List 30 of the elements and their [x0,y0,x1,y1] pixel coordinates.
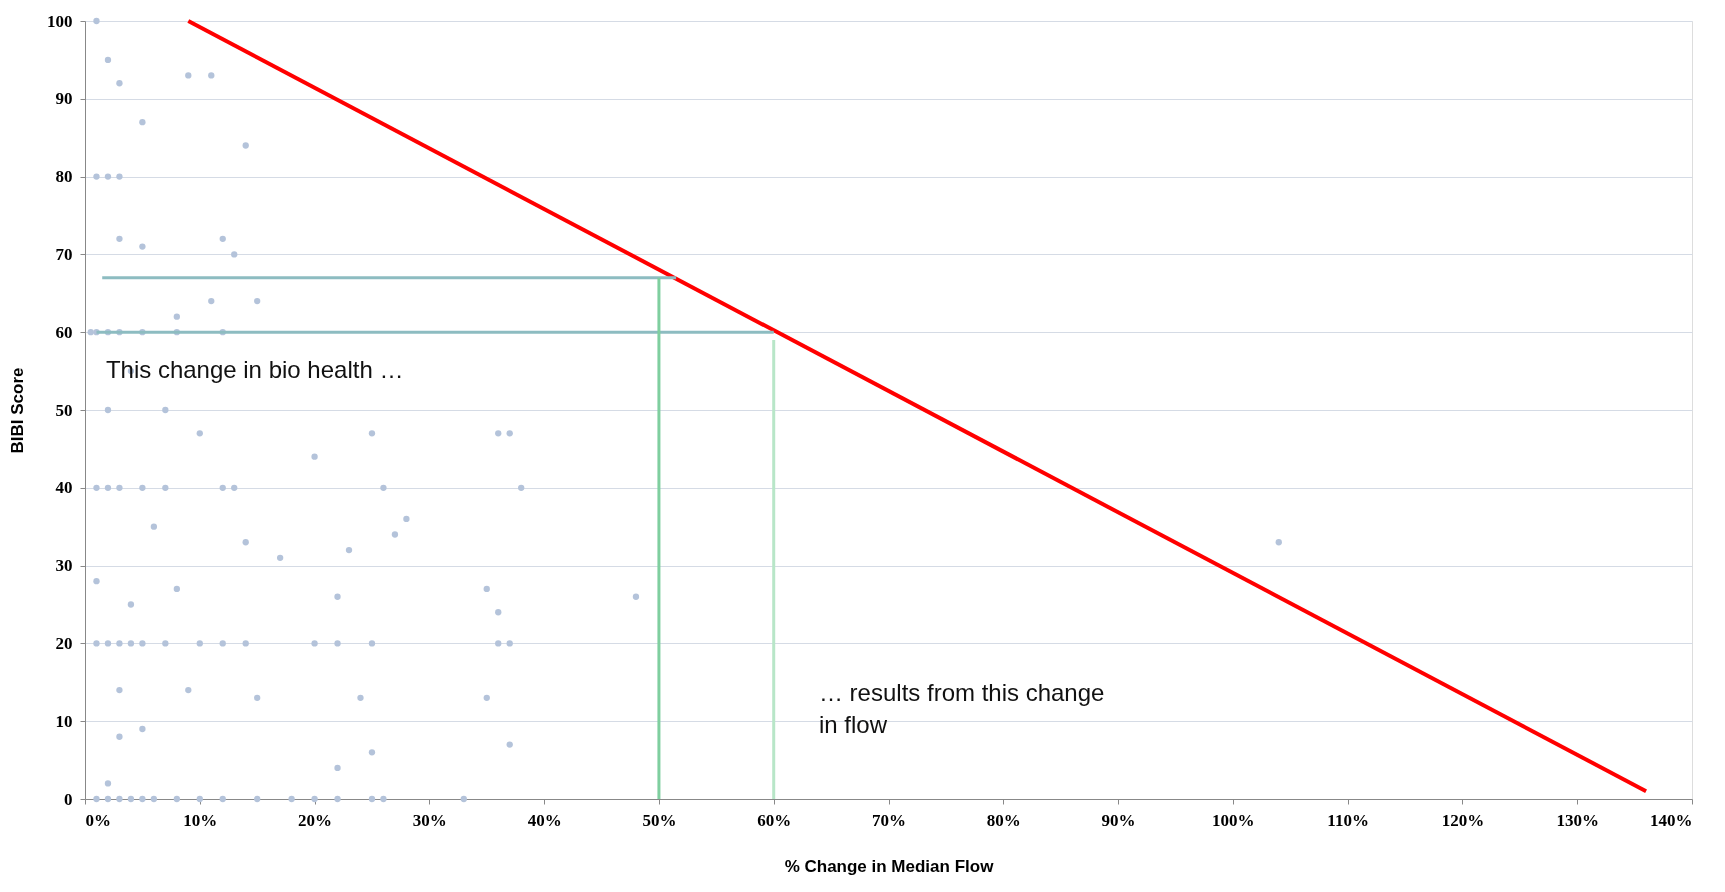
x-tick-label: 90% [1101,810,1136,830]
x-tick-label: 80% [986,810,1021,830]
x-tick-label: 60% [757,810,792,830]
y-tick-label: 50 [55,400,73,420]
x-tick-label: 10% [183,810,218,830]
y-tick-label: 80 [55,167,73,187]
y-tick-label: 20 [55,633,73,653]
y-tick-label: 90 [55,89,73,109]
y-tick-label: 100 [47,11,73,31]
y-tick-label: 70 [55,244,73,264]
y-tick-label: 10 [55,711,73,731]
x-tick-label: 20% [298,810,333,830]
annotation: … results from this change in flow [818,678,1105,738]
y-axis-title: BIBI Score [8,367,27,454]
x-tick-label: 100% [1212,810,1255,830]
y-tick-label: 40 [55,478,73,498]
x-axis-title: % Change in Median Flow [784,856,995,876]
x-tick-label: 140% [1650,810,1693,830]
x-tick-label: 120% [1441,810,1485,830]
x-tick-label: 110% [1327,810,1369,830]
x-tick-label: 70% [872,810,906,830]
y-tick-label: 60 [55,322,73,342]
annotation: This change in bio health … [105,356,404,384]
x-tick-label: 40% [527,810,562,830]
y-tick-label: 0 [64,789,73,809]
x-tick-label: 30% [412,810,447,830]
x-tick-label: 0% [85,810,111,830]
y-tick-label: 30 [55,556,73,576]
x-tick-label: 50% [642,810,677,830]
x-tick-label: 130% [1556,810,1599,830]
